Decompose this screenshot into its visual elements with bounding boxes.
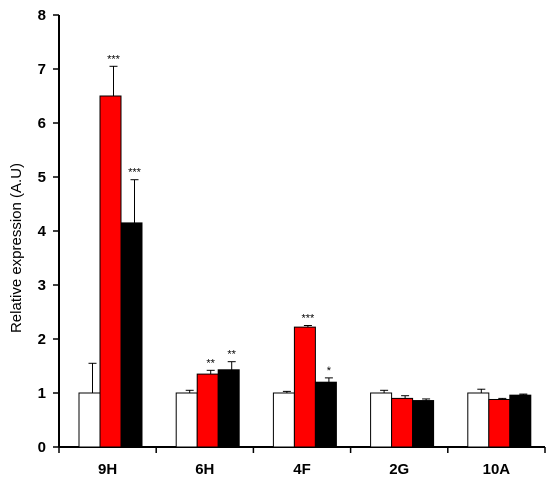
x-category-label: 4F <box>293 461 311 478</box>
bar <box>488 398 511 448</box>
bar <box>217 369 240 448</box>
significance-label: ** <box>227 349 236 361</box>
x-category-label: 10A <box>483 461 511 478</box>
bar <box>120 222 143 448</box>
bar <box>412 400 435 448</box>
x-category-label: 9H <box>98 461 117 478</box>
x-category-label: 6H <box>195 461 214 478</box>
significance-label: *** <box>107 53 121 65</box>
y-tick-label: 3 <box>38 277 46 294</box>
y-tick-label: 2 <box>38 331 46 348</box>
significance-label: *** <box>301 313 315 325</box>
y-tick-label: 0 <box>38 439 46 456</box>
significance-label: *** <box>128 167 142 179</box>
bar <box>467 392 490 448</box>
significance-label: * <box>327 365 332 377</box>
bar <box>272 392 295 448</box>
bar <box>99 95 122 448</box>
bar <box>370 392 393 448</box>
bar <box>293 326 316 448</box>
x-category-label: 2G <box>389 461 409 478</box>
y-tick-label: 1 <box>38 385 46 402</box>
bar <box>391 397 414 448</box>
y-axis-label: Relative expression (A.U) <box>8 163 25 333</box>
bar <box>509 394 532 448</box>
bar <box>78 392 101 448</box>
y-tick-label: 6 <box>38 115 46 132</box>
bar <box>196 373 219 448</box>
y-tick-label: 7 <box>38 61 46 78</box>
significance-label: ** <box>206 357 215 369</box>
bar <box>314 381 337 448</box>
y-tick-label: 4 <box>38 223 47 240</box>
y-tick-label: 5 <box>38 169 46 186</box>
y-tick-label: 8 <box>38 7 46 24</box>
bar <box>175 392 198 448</box>
